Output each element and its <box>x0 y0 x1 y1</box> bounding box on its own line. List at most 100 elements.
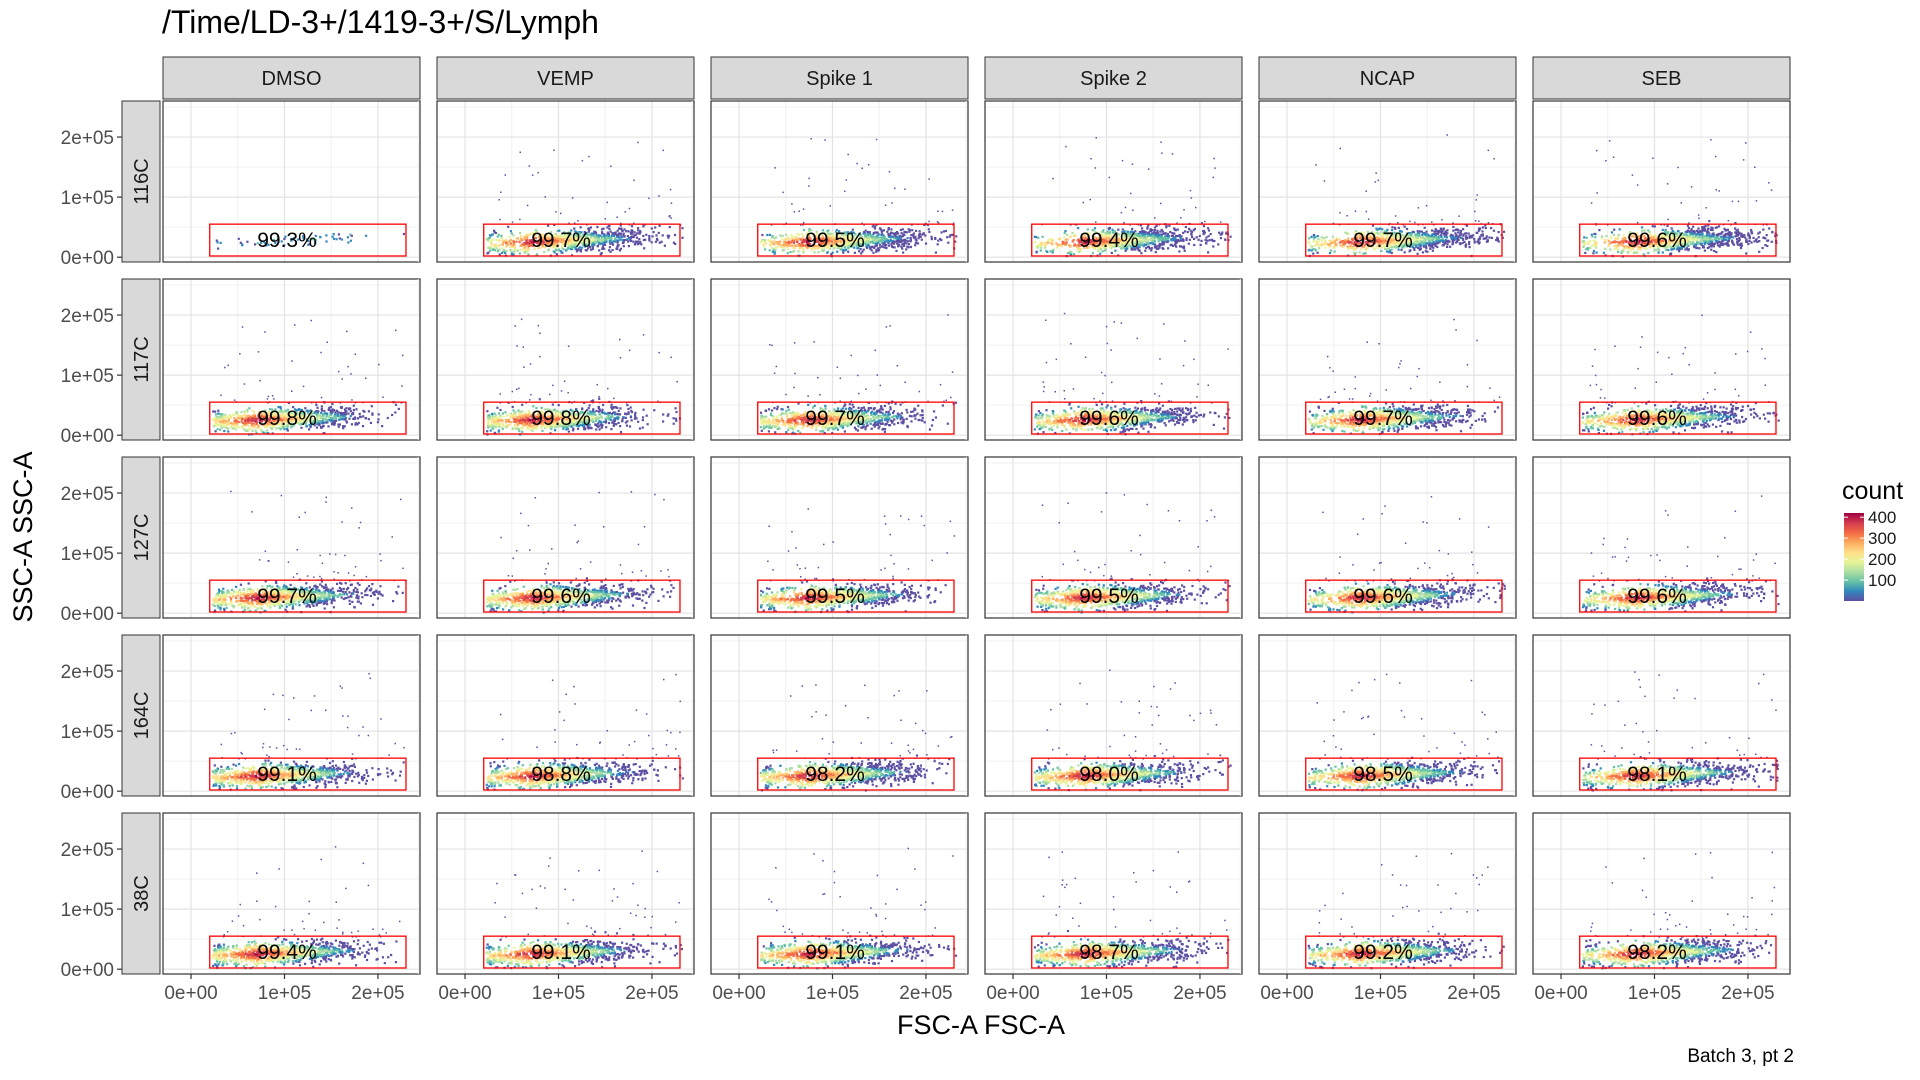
panel-116c-vemp: 99.7% <box>417 100 695 263</box>
density-points <box>1307 318 1501 436</box>
x-axis: 0e+00 1e+05 2e+05 <box>986 974 1227 1004</box>
row-strip-117c: 117C <box>121 278 161 441</box>
y-tick-label: 0e+00 <box>61 426 114 447</box>
density-points <box>1581 851 1776 970</box>
density-points <box>1581 314 1780 436</box>
chart-title: /Time/LD-3+/1419-3+/S/Lymph <box>162 4 599 41</box>
x-tick-label: 1e+05 <box>258 983 311 1004</box>
panel-116c-spike-2: 99.4% <box>965 100 1243 263</box>
x-axis: 0e+00 1e+05 2e+05 <box>1534 974 1775 1004</box>
gate-rectangle <box>757 579 955 613</box>
panel-38c-spike-2: 98.7% <box>965 812 1243 975</box>
gate-percentage-label: 99.3% <box>257 229 317 252</box>
gate-percentage-label: 98.7% <box>1079 941 1139 964</box>
column-strip-label: SEB <box>1641 68 1681 90</box>
gate-rectangle <box>1579 401 1777 435</box>
gate-percentage-label: 98.0% <box>1079 763 1139 786</box>
density-points <box>1581 495 1780 613</box>
row-strip-116c: 116C <box>121 100 161 263</box>
row-strip-label: 127C <box>131 514 153 562</box>
density-points <box>759 508 956 614</box>
y-axis: 0e+00 1e+05 2e+05 <box>61 840 122 981</box>
gate-rectangle <box>483 579 681 613</box>
row-strip-label: 164C <box>131 692 153 740</box>
panel-116c-spike-1: 99.5% <box>691 100 969 263</box>
row-strip-label: 117C <box>131 336 153 382</box>
y-tick-label: 1e+05 <box>61 544 114 565</box>
gate-rectangle <box>209 401 407 435</box>
gate-percentage-label: 98.5% <box>1353 763 1413 786</box>
gate-percentage-label: 99.1% <box>805 941 865 964</box>
gate-percentage-label: 99.8% <box>257 407 317 430</box>
legend-tick-label: 300 <box>1868 529 1896 548</box>
gate-percentage-label: 99.5% <box>805 229 865 252</box>
gate-rectangle <box>483 757 681 791</box>
chart-caption: Batch 3, pt 2 <box>1687 1046 1794 1068</box>
y-tick-label: 1e+05 <box>61 188 114 209</box>
gate-rectangle <box>1305 223 1503 257</box>
panel-116c-dmso: 99.3% <box>143 100 421 263</box>
y-axis: 0e+00 1e+05 2e+05 <box>61 662 122 803</box>
x-tick-label: 2e+05 <box>1173 983 1226 1004</box>
gate-rectangle <box>1031 757 1229 791</box>
panel-116c-ncap: 99.7% <box>1239 100 1517 263</box>
y-tick-label: 1e+05 <box>61 722 114 743</box>
gate-percentage-label: 99.1% <box>531 941 591 964</box>
y-tick-label: 0e+00 <box>61 604 114 625</box>
gate-rectangle <box>757 223 955 257</box>
density-points <box>1033 137 1232 258</box>
y-axis: 0e+00 1e+05 2e+05 <box>61 128 122 269</box>
panel-164c-spike-2: 98.0% <box>965 634 1243 797</box>
panel-127c-dmso: 99.7% <box>143 456 421 619</box>
y-axis: 0e+00 1e+05 2e+05 <box>61 306 122 447</box>
gate-percentage-label: 98.2% <box>1627 941 1687 964</box>
y-tick-label: 0e+00 <box>61 248 114 269</box>
density-points <box>211 490 407 614</box>
gate-rectangle <box>757 757 955 791</box>
gate-percentage-label: 99.7% <box>531 229 591 252</box>
density-points <box>211 846 401 970</box>
panel-117c-spike-2: 99.6% <box>965 278 1243 441</box>
legend-colorbar <box>1844 513 1864 601</box>
density-points <box>759 138 958 258</box>
row-strip-label: 38C <box>131 875 153 912</box>
column-strip-vemp: VEMP <box>436 56 695 100</box>
legend-tick-label: 400 <box>1868 508 1896 527</box>
y-tick-label: 2e+05 <box>61 128 114 149</box>
x-tick-label: 0e+00 <box>164 983 217 1004</box>
panel-38c-ncap: 99.2% <box>1239 812 1517 975</box>
density-points <box>760 847 958 970</box>
gate-rectangle <box>1579 757 1777 791</box>
density-points <box>1307 134 1506 258</box>
gate-percentage-label: 99.6% <box>1079 407 1139 430</box>
x-tick-label: 1e+05 <box>532 983 585 1004</box>
y-tick-label: 1e+05 <box>61 366 114 387</box>
legend-tick-label: 200 <box>1868 550 1896 569</box>
gate-rectangle <box>757 401 955 435</box>
legend-tick-label: 100 <box>1868 571 1896 590</box>
gate-rectangle <box>1305 401 1503 435</box>
gate-percentage-label: 99.6% <box>1627 229 1687 252</box>
density-points <box>759 314 958 435</box>
gate-percentage-label: 98.1% <box>1627 763 1687 786</box>
gate-rectangle <box>483 223 681 257</box>
y-tick-label: 2e+05 <box>61 484 114 505</box>
y-tick-label: 1e+05 <box>61 900 114 921</box>
x-tick-label: 2e+05 <box>625 983 678 1004</box>
gate-percentage-label: 99.5% <box>1079 585 1139 608</box>
gate-percentage-label: 98.2% <box>805 763 865 786</box>
column-strip-label: NCAP <box>1360 68 1416 90</box>
gate-rectangle <box>209 757 407 791</box>
x-axis: 0e+00 1e+05 2e+05 <box>712 974 953 1004</box>
density-points <box>1307 673 1501 792</box>
row-strip-38c: 38C <box>121 812 161 975</box>
gate-rectangle <box>757 935 955 969</box>
gate-percentage-label: 99.7% <box>257 585 317 608</box>
panel-116c-seb: 99.6% <box>1513 100 1791 263</box>
gate-rectangle <box>1305 579 1503 613</box>
x-axis-label: FSC-A FSC-A <box>897 1010 1065 1040</box>
y-tick-label: 0e+00 <box>61 960 114 981</box>
panel-164c-dmso: 99.1% <box>143 634 421 797</box>
x-tick-label: 2e+05 <box>1447 983 1500 1004</box>
y-axis-label: SSC-A SSC-A <box>8 451 38 622</box>
